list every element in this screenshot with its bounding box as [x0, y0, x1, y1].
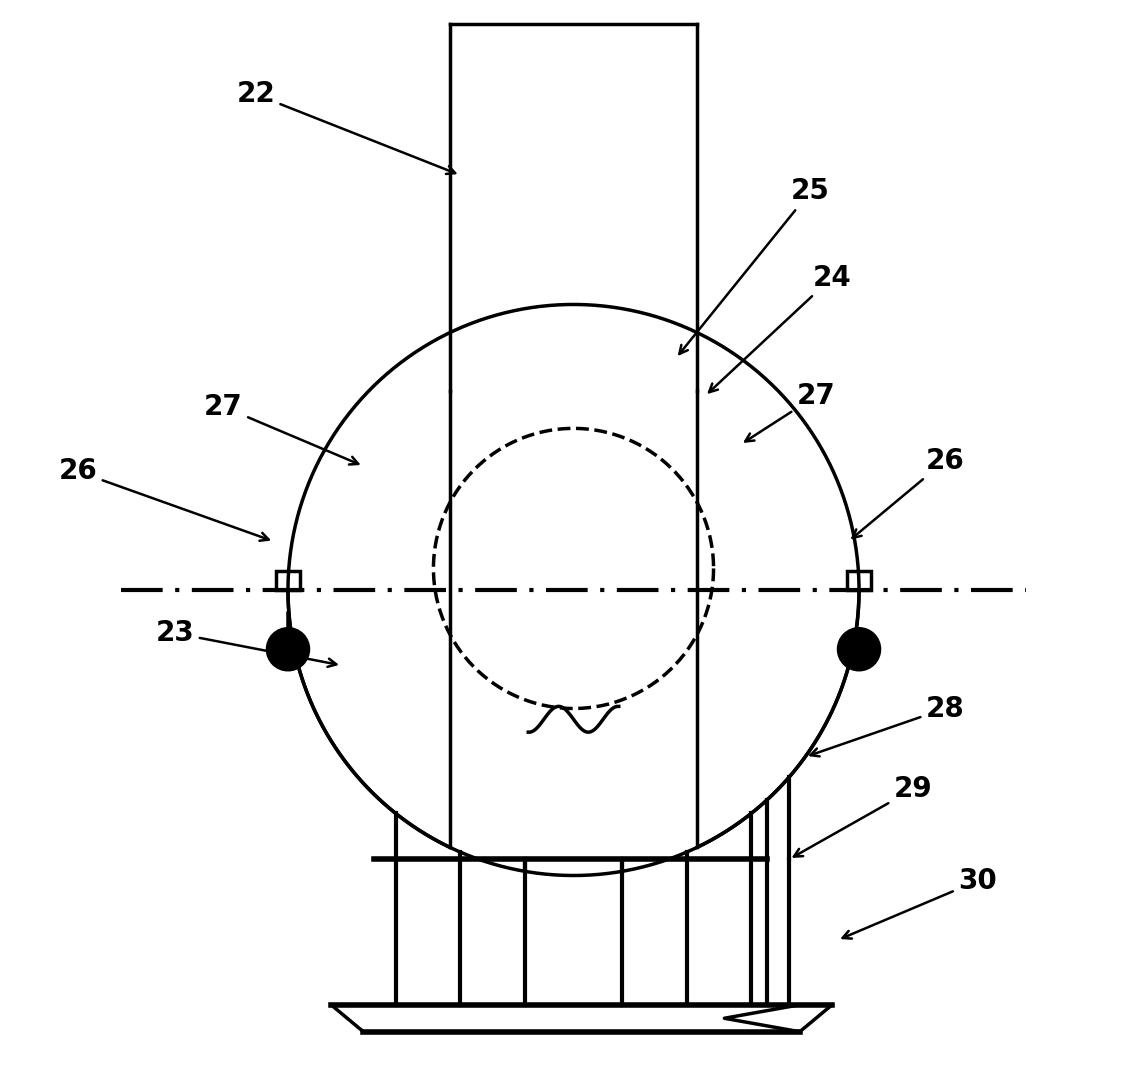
Circle shape	[266, 628, 310, 670]
Text: 26: 26	[58, 457, 268, 540]
Text: 27: 27	[204, 393, 358, 465]
Text: 29: 29	[794, 775, 933, 857]
Text: 30: 30	[843, 866, 997, 939]
Text: 27: 27	[746, 382, 835, 442]
Text: 28: 28	[811, 694, 965, 756]
Text: 24: 24	[709, 263, 851, 392]
Text: 25: 25	[679, 178, 830, 354]
Text: 26: 26	[852, 446, 965, 538]
Circle shape	[837, 628, 881, 670]
Bar	[276, 571, 299, 590]
Bar	[848, 571, 871, 590]
Text: 23: 23	[156, 619, 336, 667]
Text: 22: 22	[236, 80, 455, 174]
